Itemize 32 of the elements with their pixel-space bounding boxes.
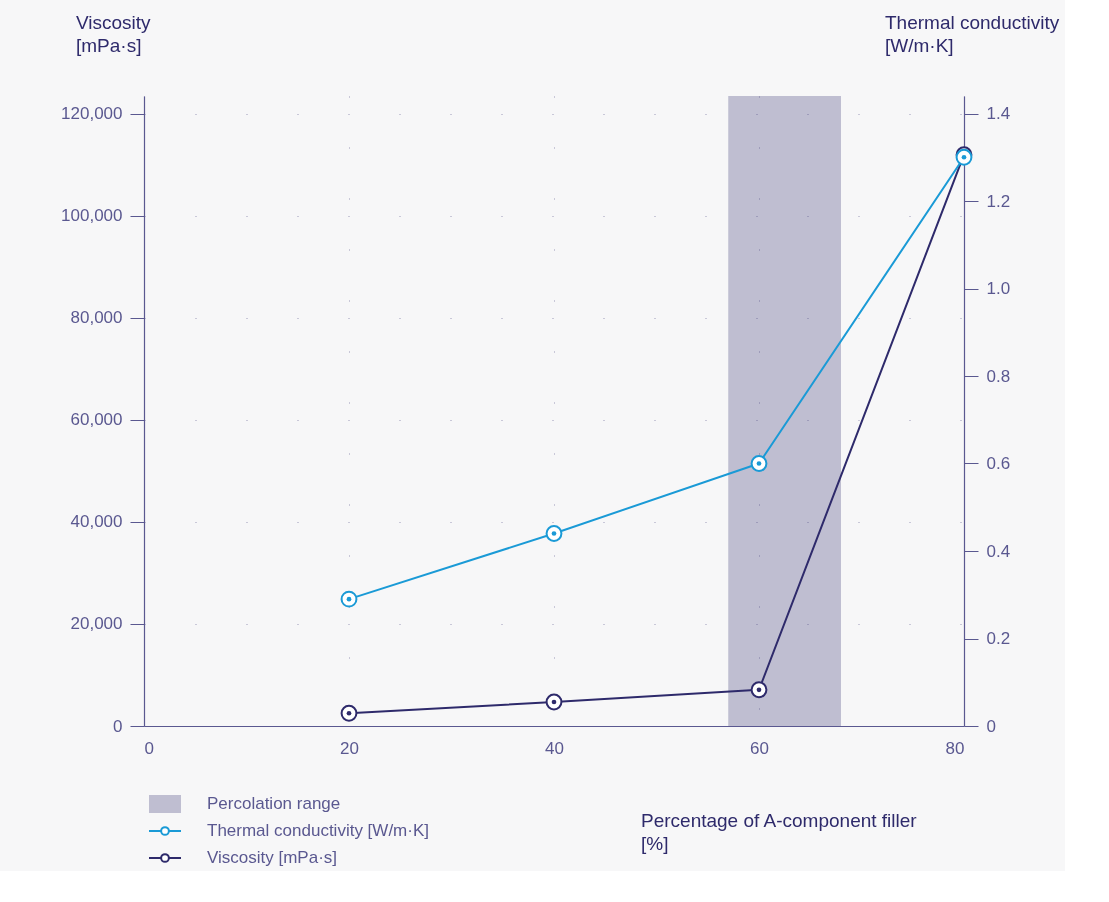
y2-tick-label: 1.4 [986,104,1011,123]
point [750,681,768,699]
point [750,455,768,472]
y2-tick-label: 0.2 [986,629,1011,648]
x-tick-label: 40 [545,738,564,758]
y2-tick-label: 1.0 [986,279,1011,298]
point [545,693,563,711]
y-axis-title: Viscosity [mPa·s] [76,12,152,56]
x-tick-label: 80 [945,738,965,758]
y2-tick-label: 1.2 [986,191,1011,211]
y2-tick-label: 0 [986,716,996,736]
x-tick-label: 60 [750,738,769,758]
x-axis-title: Percentage of A-component filler [%] [641,810,918,854]
x-tick-label: 0 [144,738,154,758]
y-tick-label: 40,000 [70,512,123,532]
legend-label: Percolation range [207,794,341,813]
y2-tick-label: 0.6 [986,454,1011,473]
x-tick-label: 20 [340,738,359,758]
y-tick-label: 120,000 [61,104,123,124]
y-tick-label: 100,000 [61,206,123,226]
point [340,590,358,608]
point [545,525,563,542]
y2-axis-title: Thermal conductivity [W/m·K] [885,12,1060,56]
y-tick-label: 20,000 [70,614,123,634]
legend-label: Thermal conductivity [W/m·K] [207,821,429,840]
legend-label: Viscosity [mPa·s] [207,848,338,867]
y2-tick-label: 0.8 [986,366,1011,386]
y2-tick-label: 0.4 [986,541,1011,561]
y-tick-label: 0 [113,716,123,736]
point [340,704,358,722]
y-tick-label: 60,000 [70,410,123,430]
y-tick-label: 80,000 [70,308,123,328]
